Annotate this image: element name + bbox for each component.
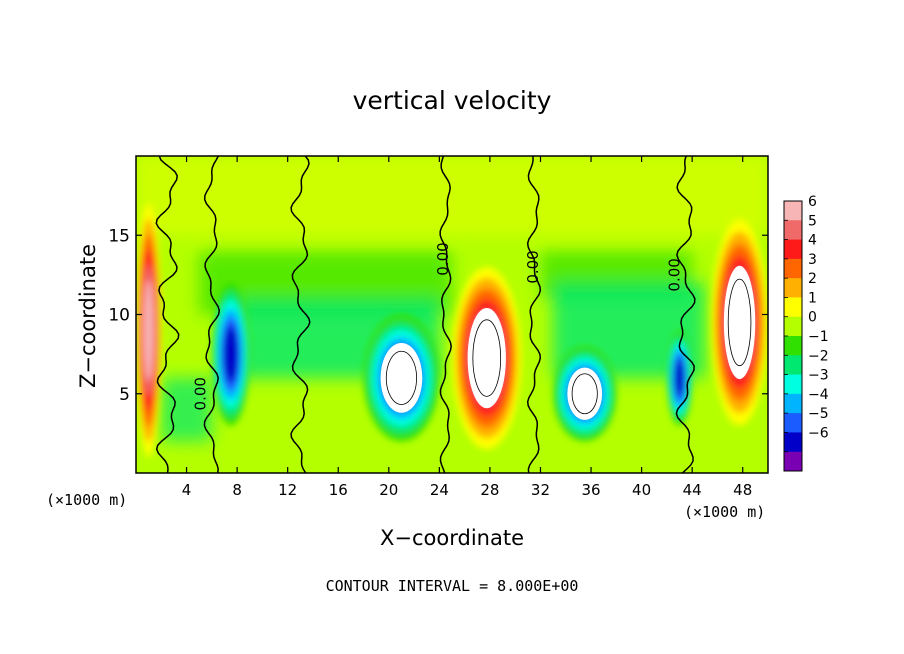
colorbar-swatch bbox=[784, 239, 802, 260]
colorbar-swatch bbox=[784, 355, 802, 376]
colorbar-tick-label: −5 bbox=[808, 406, 829, 422]
contour-label: 0.00 bbox=[666, 258, 684, 291]
x-tick-label: 20 bbox=[379, 481, 398, 499]
colorbar-swatch bbox=[784, 297, 802, 318]
x-axis-label: X−coordinate bbox=[380, 526, 524, 550]
updraft-core bbox=[723, 265, 756, 380]
y-axis: 5 10 15 bbox=[108, 226, 768, 405]
colorbar-swatch bbox=[784, 316, 802, 337]
x-tick-label: 16 bbox=[329, 481, 348, 499]
colorbar-tick-label: −4 bbox=[808, 387, 829, 403]
colorbar-swatch bbox=[784, 451, 802, 472]
colorbar-tick-label: 5 bbox=[808, 213, 817, 229]
colorbar-tick-label: 4 bbox=[808, 233, 817, 249]
contour-label: 0.00 bbox=[434, 242, 452, 275]
colorbar-tick-label: 0 bbox=[808, 310, 817, 326]
downdraft-cell bbox=[211, 282, 250, 426]
x-tick-label: 32 bbox=[531, 481, 550, 499]
downdraft-core bbox=[567, 367, 603, 420]
x-tick-label: 40 bbox=[632, 481, 651, 499]
x-tick-label: 48 bbox=[733, 481, 752, 499]
colorbar-tick-label: 2 bbox=[808, 271, 817, 287]
colorbar-swatch bbox=[784, 393, 802, 414]
downdraft-level bbox=[674, 358, 685, 397]
contour-interval-note: CONTOUR INTERVAL = 8.000E+00 bbox=[325, 577, 579, 595]
y-tick-label: 15 bbox=[108, 226, 130, 246]
contour-label: 0.00 bbox=[192, 377, 210, 410]
y-axis-label: Z−coordinate bbox=[76, 244, 100, 388]
x-tick-label: 44 bbox=[683, 481, 702, 499]
colorbar-swatch bbox=[784, 201, 802, 221]
colorbar-tick-label: 1 bbox=[808, 290, 817, 306]
downdraft-core-contour bbox=[571, 373, 598, 415]
updraft-cell bbox=[136, 203, 162, 458]
colorbar-tick-label: −3 bbox=[808, 368, 829, 384]
colorbar-swatch bbox=[784, 258, 802, 279]
zero-contour-line bbox=[675, 156, 696, 473]
x-tick-label: 4 bbox=[182, 481, 192, 499]
colorbar-swatch bbox=[784, 432, 802, 453]
downdraft-core bbox=[380, 343, 423, 413]
x-scale-label-right: (×1000 m) bbox=[684, 503, 766, 521]
colorbar-swatch bbox=[784, 374, 802, 395]
updraft-core-contour bbox=[472, 319, 502, 397]
updraft-core bbox=[467, 307, 506, 409]
x-tick-label: 36 bbox=[581, 481, 600, 499]
zero-contour-line bbox=[203, 156, 221, 473]
colorbar-tick-label: −1 bbox=[808, 329, 829, 345]
x-axis: 4 8 12 16 20 24 28 32 36 40 44 48 bbox=[182, 156, 752, 499]
updraft-core-contour bbox=[727, 278, 752, 367]
contour-labels: 0.00 0.00 0.00 0.00 bbox=[192, 242, 684, 410]
updraft-level bbox=[143, 279, 154, 382]
colorbar-swatch bbox=[784, 278, 802, 298]
colorbar-tick-label: −2 bbox=[808, 348, 829, 364]
velocity-field bbox=[136, 156, 768, 473]
x-tick-label: 28 bbox=[480, 481, 499, 499]
chart-title: vertical velocity bbox=[352, 86, 552, 115]
x-scale-label-left: (×1000 m) bbox=[46, 491, 128, 509]
x-tick-label: 12 bbox=[278, 481, 297, 499]
zero-contour-line bbox=[290, 156, 311, 473]
x-tick-label: 8 bbox=[232, 481, 242, 499]
convective-cells bbox=[136, 203, 768, 458]
colorbar-swatch bbox=[784, 336, 802, 356]
colorbar-tick-label: 6 bbox=[808, 194, 817, 210]
contour-label: 0.00 bbox=[524, 250, 542, 283]
zero-contour-line bbox=[439, 156, 452, 473]
downdraft-core-contour bbox=[385, 350, 418, 405]
x-tick-label: 24 bbox=[430, 481, 449, 499]
moderate-downdraft-region bbox=[161, 377, 212, 442]
zero-contours bbox=[155, 156, 696, 473]
colorbar-tick-label: 3 bbox=[808, 252, 817, 268]
y-tick-label: 5 bbox=[119, 385, 130, 405]
zero-contour-line bbox=[526, 156, 542, 473]
upper-layer-shade bbox=[136, 156, 768, 236]
colorbar-swatch bbox=[784, 413, 802, 433]
downdraft-level bbox=[223, 325, 239, 383]
colorbar-swatch bbox=[784, 220, 802, 241]
colorbar-tick-label: −6 bbox=[808, 425, 829, 441]
colorbar: 6 5 4 3 2 1 0 −1 −2 −3 −4 −5 −6 bbox=[783, 194, 829, 472]
zero-contour-line bbox=[155, 156, 180, 473]
y-tick-label: 10 bbox=[108, 306, 130, 326]
